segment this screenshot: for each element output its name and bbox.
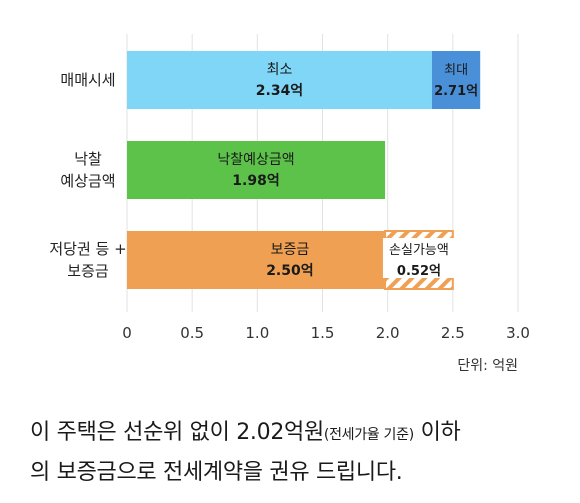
x-tick-label-4: 2.0 — [376, 324, 400, 342]
bar-value-1-0: 1.98억 — [232, 173, 279, 189]
bar-value-0-1: 2.71억 — [434, 84, 478, 99]
recommendation-caption: 이 주택은 선순위 없이 2.02억원(전세가율 기준) 이하 의 보증금으로 … — [30, 414, 560, 492]
caption-text-1a: 이 주택은 선순위 없이 2.02억원 — [30, 420, 324, 445]
bar-label-0-0: 최소 — [267, 62, 293, 78]
x-tick-label-3: 1.5 — [311, 324, 335, 342]
bar-label-2-1: 손실가능액 — [389, 243, 449, 258]
x-tick-label-2: 1.0 — [245, 324, 269, 342]
x-tick-label-5: 2.5 — [441, 324, 465, 342]
category-label-1-0: 낙찰 — [74, 150, 102, 168]
x-tick-label-0: 0 — [122, 324, 132, 342]
caption-text-1-small: (전세가율 기준) — [323, 427, 414, 443]
bar-0-1 — [431, 51, 481, 109]
bar-label-2-0: 보증금 — [271, 242, 310, 258]
bar-value-0-0: 2.34억 — [256, 83, 303, 99]
chart: 최소2.34억최대2.71억매매시세낙찰예상금액1.98억낙찰예상금액보증금2.… — [49, 34, 530, 374]
bar-0-0 — [127, 51, 432, 109]
category-label-2-0: 저당권 등 + — [49, 240, 126, 258]
x-tick-label-6: 3.0 — [506, 324, 530, 342]
bar-label-1-0: 낙찰예상금액 — [217, 152, 294, 168]
caption-text-1b: 이하 — [413, 420, 461, 445]
category-label-0-0: 매매시세 — [60, 71, 115, 89]
unit-label: 단위: 억원 — [457, 358, 518, 374]
bar-value-2-1: 0.52억 — [397, 264, 441, 279]
category-label-2-1: 보증금 — [67, 262, 109, 280]
bar-1-0 — [127, 141, 386, 199]
caption-line-2: 의 보증금으로 전세계약을 권유 드립니다. — [30, 460, 403, 485]
bar-label-bg-2-1 — [382, 238, 455, 278]
bar-value-2-0: 2.50억 — [266, 263, 313, 279]
bar-label-0-1: 최대 — [444, 63, 468, 78]
category-label-1-1: 예상금액 — [60, 172, 115, 190]
caption-line-1: 이 주택은 선순위 없이 2.02억원(전세가율 기준) 이하 — [30, 414, 560, 454]
x-tick-label-1: 0.5 — [180, 324, 204, 342]
